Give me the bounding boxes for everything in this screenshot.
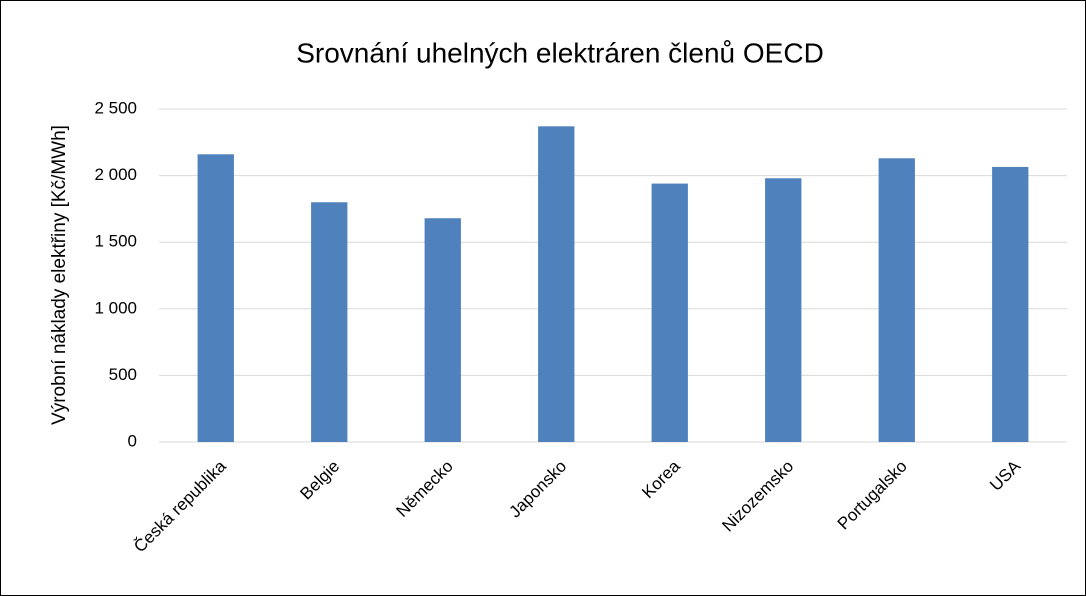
- y-tick-label: 500: [109, 365, 137, 384]
- bar: [651, 183, 688, 443]
- bar: [992, 166, 1029, 442]
- y-tick-label: 1 500: [94, 232, 137, 251]
- bar: [424, 218, 461, 442]
- y-tick-label: 2 000: [94, 165, 137, 184]
- y-axis-label: Výrobní náklady elektřiny [Kč/MWh]: [49, 125, 70, 425]
- y-tick-label: 1 000: [94, 298, 137, 317]
- chart-title: Srovnání uhelných elektráren členů OECD: [296, 37, 824, 68]
- bar: [311, 202, 348, 442]
- bar: [197, 154, 234, 442]
- bar: [765, 178, 802, 442]
- bar: [538, 126, 575, 442]
- y-tick-label: 0: [128, 431, 137, 450]
- bar: [878, 158, 915, 442]
- y-tick-label: 2 500: [94, 98, 137, 117]
